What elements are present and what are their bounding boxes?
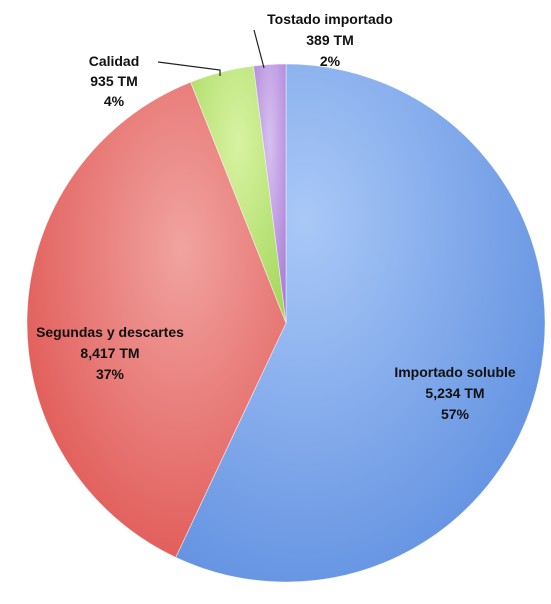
label-segundas-name: Segundas y descartes (36, 324, 184, 340)
label-segundas-percent: 37% (96, 366, 125, 382)
label-importado-soluble: Importado soluble 5,234 TM 57% (394, 364, 516, 422)
leader-line-calidad (157, 61, 221, 76)
label-tostado-value: 389 TM (306, 32, 353, 48)
label-calidad-percent: 4% (104, 93, 125, 109)
label-calidad-name: Calidad (89, 53, 140, 69)
label-importado-soluble-value: 5,234 TM (425, 385, 484, 401)
label-tostado-name: Tostado importado (267, 11, 393, 27)
leader-line-tostado-importado (253, 29, 265, 69)
label-importado-soluble-name: Importado soluble (394, 364, 516, 380)
label-tostado-importado: Tostado importado 389 TM 2% (267, 11, 393, 69)
label-calidad: Calidad 935 TM 4% (89, 53, 140, 109)
label-segundas-value: 8,417 TM (80, 345, 139, 361)
label-tostado-percent: 2% (320, 53, 341, 69)
slice-importado-soluble (175, 63, 546, 583)
slice-tostado-importado (253, 63, 287, 324)
label-importado-soluble-percent: 57% (441, 406, 470, 422)
slice-segundas-y-descartes (26, 81, 287, 558)
label-calidad-value: 935 TM (90, 73, 137, 89)
label-segundas-y-descartes: Segundas y descartes 8,417 TM 37% (36, 324, 184, 382)
pie-slices (26, 63, 546, 583)
